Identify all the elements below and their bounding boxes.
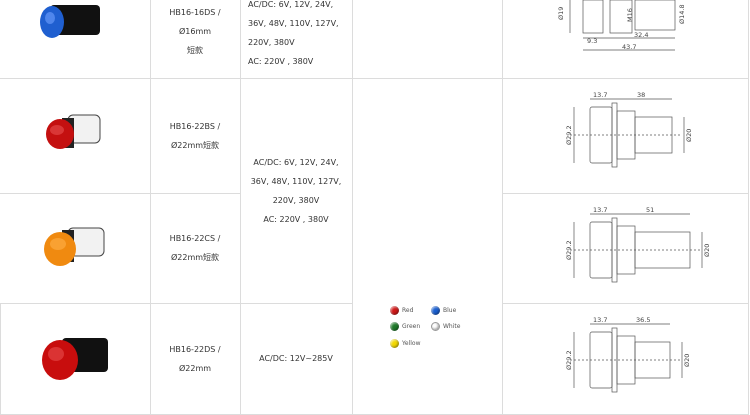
voltage-line: AC: 220V , 380V (248, 57, 314, 66)
model-line: HB16-22BS / (169, 121, 221, 131)
dim-label: 13.7 (593, 206, 607, 214)
dim-label: 38 (637, 91, 645, 99)
color-option-yellow: Yellow (390, 339, 420, 348)
dim-label: M16 (626, 8, 634, 22)
model-line: Ø22mm短款 (170, 253, 220, 262)
model-line: Ø22mm (178, 363, 212, 373)
color-label: Red (402, 307, 414, 314)
yellow-dot-icon (390, 339, 399, 348)
color-label: Green (402, 323, 421, 330)
red-dot-icon (390, 306, 399, 315)
dim-label: Ø20 (685, 129, 693, 142)
model-line: HB16-16DS / (169, 7, 221, 17)
image-cell-22bs (0, 78, 151, 194)
voltage-line: 220V, 380V (272, 195, 320, 205)
dim-label: Ø29.2 (565, 350, 573, 370)
dim-label: Ø29.2 (565, 240, 573, 260)
voltage-line: 36V, 48V, 110V, 127V, (250, 176, 342, 186)
voltage-line: AC: 220V , 380V (263, 214, 329, 224)
lamp-photo-16ds (40, 5, 100, 38)
dim-label: 36.5 (636, 316, 650, 324)
green-dot-icon (390, 322, 399, 331)
color-label: Yellow (402, 340, 421, 347)
dim-label: 51 (646, 206, 654, 214)
lamp-photo-22cs (44, 227, 105, 266)
model-line: 短款 (187, 45, 203, 55)
dim-label: Ø20 (683, 354, 691, 367)
lamp-photo-22ds (42, 338, 108, 380)
dim-label: 13.7 (593, 316, 607, 324)
model-cell-22ds: HB16-22DS / Ø22mm (150, 303, 241, 415)
color-option-green: Green (390, 322, 420, 331)
dim-label: 43.7 (622, 43, 636, 51)
voltage-line: AC/DC: 12V~285V (259, 354, 333, 363)
voltage-line: 36V, 48V, 110V, 127V, (248, 19, 339, 28)
dimension-drawing-16ds: Ø19 M16 Ø14.8 9.3 32.4 43.7 (557, 0, 686, 51)
color-cell (352, 78, 503, 415)
model-line: Ø16mm (178, 26, 212, 36)
voltage-cell-22ds: AC/DC: 12V~285V (240, 303, 353, 415)
drawing-cell-22cs (502, 193, 749, 304)
drawing-cell-16ds (502, 0, 749, 79)
color-option-red: Red (390, 306, 413, 315)
dim-label: Ø19 (557, 7, 565, 20)
dim-label: Ø20 (703, 244, 710, 257)
color-cell-16ds (352, 0, 503, 79)
color-option-white: White (431, 322, 460, 331)
dim-label: 9.3 (587, 37, 597, 45)
dimension-drawing-22bs: 13.7 38 Ø29.2 Ø20 (565, 91, 693, 168)
color-option-blue: Blue (431, 306, 456, 315)
image-cell-22cs (0, 193, 151, 304)
voltage-cell-16ds: AC/DC: 6V, 12V, 24V, 36V, 48V, 110V, 127… (240, 0, 353, 79)
color-label: Blue (443, 307, 457, 314)
image-cell-16ds (0, 0, 151, 79)
model-line: HB16-22CS / (169, 234, 221, 243)
voltage-line: 220V, 380V (248, 38, 295, 47)
model-cell-16ds: HB16-16DS / Ø16mm 短款 (150, 0, 241, 79)
model-cell-22cs: HB16-22CS / Ø22mm短款 (150, 193, 241, 304)
blue-dot-icon (431, 306, 440, 315)
color-label: White (443, 323, 461, 330)
model-cell-22bs: HB16-22BS / Ø22mm短款 (150, 78, 241, 194)
lamp-photo-22bs (46, 114, 101, 149)
white-dot-icon (431, 322, 440, 331)
voltage-line: AC/DC: 6V, 12V, 24V, (253, 157, 339, 167)
model-line: HB16-22DS / (169, 344, 221, 354)
dim-label: 32.4 (634, 31, 648, 39)
dim-label: Ø14.8 (678, 4, 686, 24)
drawing-cell-22bs (502, 78, 749, 194)
voltage-cell-22: AC/DC: 6V, 12V, 24V, 36V, 48V, 110V, 127… (240, 78, 353, 304)
dimension-drawing-22ds: 13.7 36.5 Ø29.2 Ø20 (565, 316, 691, 393)
voltage-line: AC/DC: 6V, 12V, 24V, (248, 0, 334, 9)
model-line: Ø22mm短款 (170, 140, 220, 150)
dim-label: Ø29.2 (565, 125, 573, 145)
dimension-drawing-22cs: 13.7 51 Ø29.2 Ø20 (565, 206, 710, 283)
dim-label: 13.7 (593, 91, 607, 99)
